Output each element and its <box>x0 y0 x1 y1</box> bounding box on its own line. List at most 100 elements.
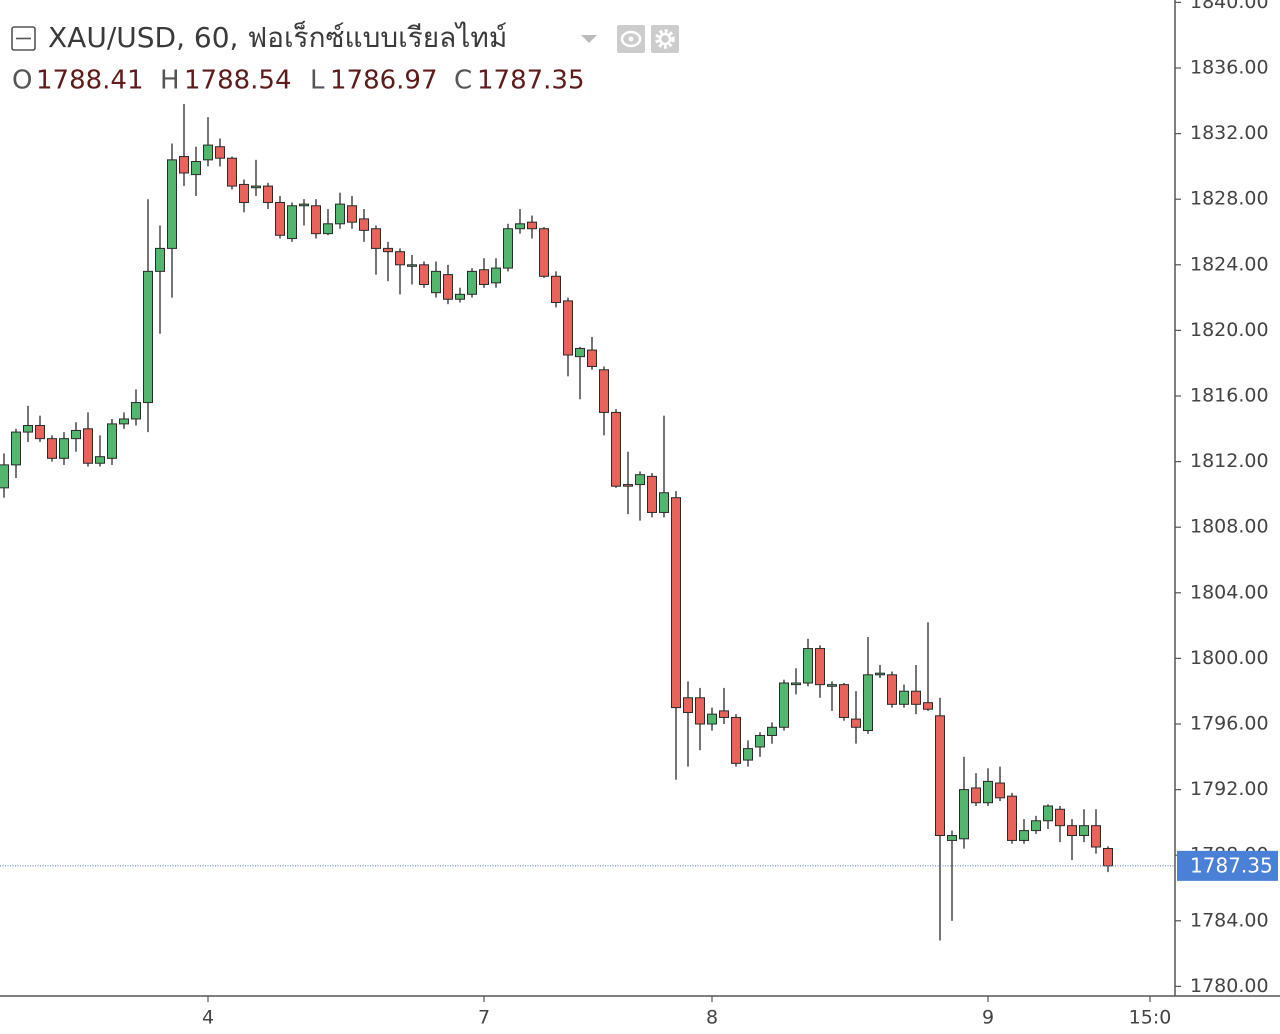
candle-body <box>0 464 9 489</box>
candle-body <box>851 718 861 728</box>
candle-body <box>623 484 633 487</box>
candle-body <box>683 697 693 714</box>
y-tick-label: 1828.00 <box>1190 188 1269 210</box>
candle-body <box>275 201 285 236</box>
y-tick-label: 1796.00 <box>1190 713 1269 735</box>
candle-body <box>119 418 129 425</box>
candle-body <box>743 748 753 761</box>
candle-body <box>323 223 333 235</box>
candle-body <box>563 300 573 356</box>
candle-body <box>611 411 621 487</box>
candle-body <box>71 429 81 440</box>
y-tick-label: 1784.00 <box>1190 909 1269 931</box>
x-tick-label: 4 <box>202 1007 214 1029</box>
ohlc-value: 1786.97 <box>330 66 438 96</box>
candle-body <box>791 682 801 686</box>
settings-button[interactable] <box>651 25 679 53</box>
candle-body <box>1019 830 1029 841</box>
candle-body <box>179 156 189 174</box>
candle-body <box>671 497 681 709</box>
candle-body <box>635 474 645 486</box>
candle-body <box>107 423 117 459</box>
candle-body <box>503 228 513 269</box>
candle-body <box>803 648 813 684</box>
candle-body <box>59 438 69 459</box>
price-label: 1787.35 <box>1190 853 1273 877</box>
chart-title: XAU/USD, 60, ฟอเร็กซ์แบบเรียลไทม์ <box>48 20 507 54</box>
price-label-box <box>1177 850 1278 881</box>
candle-body <box>407 264 417 267</box>
candle-body <box>239 183 249 203</box>
x-tick-label: 8 <box>706 1007 718 1029</box>
candle-body <box>383 247 393 253</box>
ohlc-value: 1787.35 <box>477 66 585 96</box>
eye-icon <box>620 30 642 48</box>
y-tick-label: 1800.00 <box>1190 647 1269 669</box>
candle-body <box>47 438 57 459</box>
candle-body <box>11 431 21 466</box>
candle-body <box>1079 825 1089 837</box>
candle-body <box>527 221 537 230</box>
candle-body <box>767 726 777 736</box>
candle-body <box>839 684 849 718</box>
candle-body <box>1007 795 1017 841</box>
y-tick-label: 1820.00 <box>1190 319 1269 341</box>
y-tick-label: 1824.00 <box>1190 253 1269 275</box>
candle-body <box>887 674 897 705</box>
gear-icon <box>658 32 672 46</box>
candle-body <box>335 203 345 225</box>
y-tick-label: 1804.00 <box>1190 581 1269 603</box>
candle-body <box>203 144 213 161</box>
y-tick-label: 1816.00 <box>1190 385 1269 407</box>
candle-body <box>1103 847 1113 867</box>
ohlc-value: 1788.54 <box>184 66 292 96</box>
candle-body <box>263 185 273 203</box>
candle-body <box>443 274 453 300</box>
candle-body <box>587 349 597 367</box>
candle-body <box>359 218 369 231</box>
candle-body <box>815 648 825 686</box>
candle-body <box>287 205 297 240</box>
candle-body <box>551 275 561 304</box>
dropdown-arrow[interactable] <box>581 35 597 43</box>
candle-body <box>911 690 921 705</box>
candle-body <box>575 347 585 358</box>
candle-body <box>515 223 525 230</box>
candle-body <box>491 267 501 284</box>
ohlc-label: O <box>12 66 32 96</box>
candle-body <box>659 492 669 513</box>
candle-body <box>1043 805 1053 822</box>
candle-body <box>299 203 309 207</box>
candle-body <box>719 710 729 718</box>
y-tick-label: 1812.00 <box>1190 450 1269 472</box>
candle-body <box>131 402 141 420</box>
candle-body <box>191 160 201 176</box>
candle-body <box>971 787 981 804</box>
candle-body <box>755 734 765 748</box>
x-tick-label: 7 <box>478 1007 490 1029</box>
candle-body <box>23 425 33 433</box>
plot-area <box>0 104 1113 941</box>
candle-body <box>695 697 705 725</box>
ohlc-label: C <box>454 66 472 96</box>
gear-teeth <box>655 29 675 49</box>
candle-body <box>539 228 549 277</box>
candle-body <box>1031 820 1041 832</box>
candle-body <box>599 369 609 413</box>
candle-body <box>467 270 477 295</box>
y-tick-label: 1780.00 <box>1190 975 1269 997</box>
candle-body <box>371 228 381 249</box>
candle-body <box>143 270 153 404</box>
candle-body <box>947 835 957 841</box>
candle-body <box>827 684 837 687</box>
candle-body <box>647 475 657 513</box>
candle-body <box>959 789 969 840</box>
candle-body <box>95 456 105 464</box>
candle-body <box>167 159 177 249</box>
candle-body <box>1055 808 1065 827</box>
candle-body <box>455 293 465 300</box>
collapse-icon[interactable] <box>11 26 36 51</box>
candle-body <box>995 782 1005 799</box>
ohlc-label: L <box>310 66 325 96</box>
